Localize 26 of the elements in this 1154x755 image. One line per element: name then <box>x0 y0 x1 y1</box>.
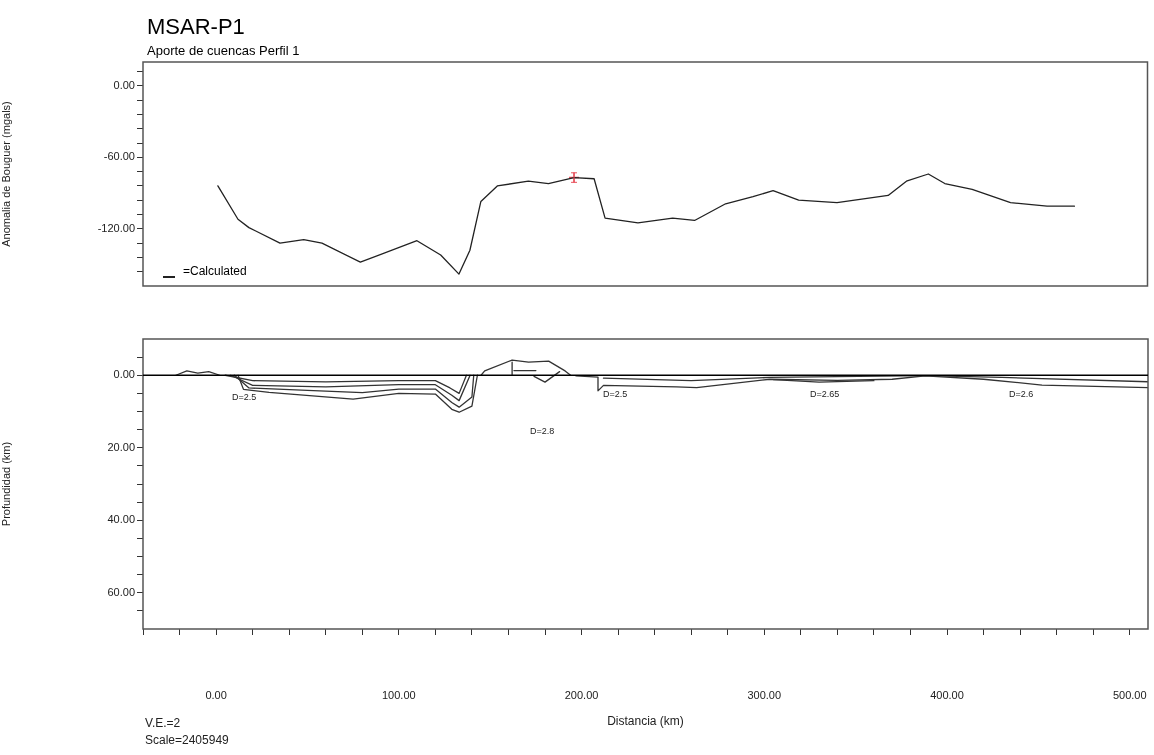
chart-title: MSAR-P1 <box>147 14 245 40</box>
x-tick-label: 0.00 <box>205 688 227 701</box>
y-tick-label: -60.00 <box>103 150 135 163</box>
annotation: D=2.6 <box>1009 389 1034 399</box>
y-tick-label: 20.00 <box>107 440 135 453</box>
annotation: D=2.5 <box>603 389 628 399</box>
y-tick-label: 40.00 <box>107 513 135 526</box>
y-tick-label: 0.00 <box>113 368 135 381</box>
chart-subtitle: Aporte de cuencas Perfil 1 <box>147 43 300 58</box>
annotation: D=2.8 <box>530 426 555 436</box>
text: Scale=2405949 <box>145 733 229 747</box>
annotation: D=2.65 <box>810 389 840 399</box>
x-tick-label: 200.00 <box>564 688 599 701</box>
annotation: D=2.5 <box>232 392 257 402</box>
x-tick-label: 500.00 <box>1112 688 1147 701</box>
x-axis-title: Distancia (km) <box>607 714 684 729</box>
text: V.E.=2 <box>145 716 181 730</box>
y-axis-title: Profundidad (km) <box>0 441 12 527</box>
x-tick-label: 300.00 <box>747 688 782 701</box>
x-tick-label: 100.00 <box>381 688 416 701</box>
y-tick-label: 60.00 <box>107 585 135 598</box>
y-tick-label: 0.00 <box>113 78 135 91</box>
y-axis-title: Anomalia de Bouguer (mgals) <box>0 101 12 247</box>
legend-label: =Calculated <box>183 264 247 279</box>
x-tick-label: 400.00 <box>930 688 964 701</box>
y-tick-label: -120.00 <box>97 221 135 234</box>
